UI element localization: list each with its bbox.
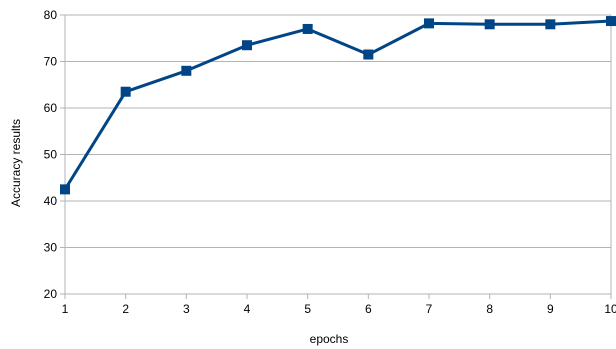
y-tick-label: 20 bbox=[44, 287, 58, 301]
axes bbox=[60, 14, 612, 299]
data-point bbox=[363, 49, 374, 60]
x-tick-label: 1 bbox=[62, 302, 69, 316]
x-tick-label: 9 bbox=[547, 302, 554, 316]
x-tick-label: 4 bbox=[244, 302, 251, 316]
y-tick-label: 70 bbox=[44, 55, 58, 69]
x-tick-label: 5 bbox=[304, 302, 311, 316]
x-tick-label: 6 bbox=[365, 302, 372, 316]
data-point bbox=[120, 86, 131, 97]
series-group bbox=[60, 16, 616, 195]
y-tick-label: 50 bbox=[44, 148, 58, 162]
y-tick-labels: 20 30 40 50 60 70 80 bbox=[44, 8, 58, 301]
data-point bbox=[181, 65, 192, 76]
x-tick-label: 2 bbox=[122, 302, 129, 316]
data-point bbox=[545, 19, 556, 30]
data-point bbox=[606, 16, 616, 27]
y-tick-label: 40 bbox=[44, 194, 58, 208]
data-point bbox=[302, 23, 313, 34]
series-line bbox=[63, 19, 612, 191]
x-axis-title: epochs bbox=[310, 332, 349, 346]
data-point bbox=[60, 184, 70, 195]
x-tick-label: 7 bbox=[426, 302, 433, 316]
x-tick-label: 10 bbox=[604, 302, 616, 316]
y-tick-label: 30 bbox=[44, 241, 58, 255]
x-tick-labels: 1 2 3 4 5 6 7 8 9 10 bbox=[62, 302, 616, 316]
y-tick-label: 60 bbox=[44, 101, 58, 115]
data-point bbox=[424, 18, 434, 29]
y-tick-label: 80 bbox=[44, 8, 58, 22]
data-point bbox=[242, 40, 252, 51]
gridlines bbox=[65, 14, 611, 295]
x-tick-label: 8 bbox=[486, 302, 493, 316]
x-tick-label: 3 bbox=[183, 302, 190, 316]
y-axis-title: Accuracy results bbox=[9, 119, 23, 207]
data-point bbox=[484, 19, 495, 30]
